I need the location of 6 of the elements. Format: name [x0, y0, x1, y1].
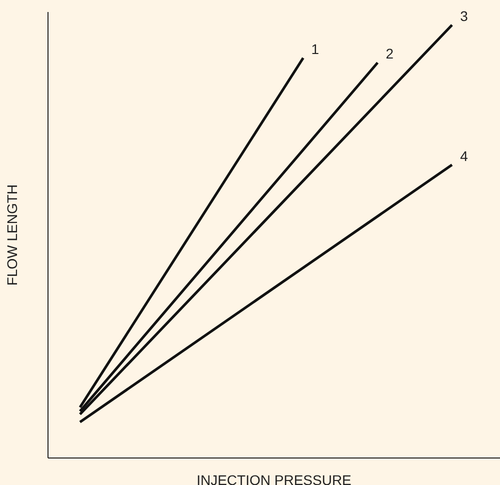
y-axis-title: FLOW LENGTH — [4, 184, 20, 286]
series-label: 4 — [460, 148, 468, 164]
series-label: 3 — [460, 8, 468, 24]
series-label: 1 — [311, 40, 320, 57]
series-label: 2 — [386, 46, 394, 62]
x-axis-title: INJECTION PRESSURE — [196, 472, 352, 485]
